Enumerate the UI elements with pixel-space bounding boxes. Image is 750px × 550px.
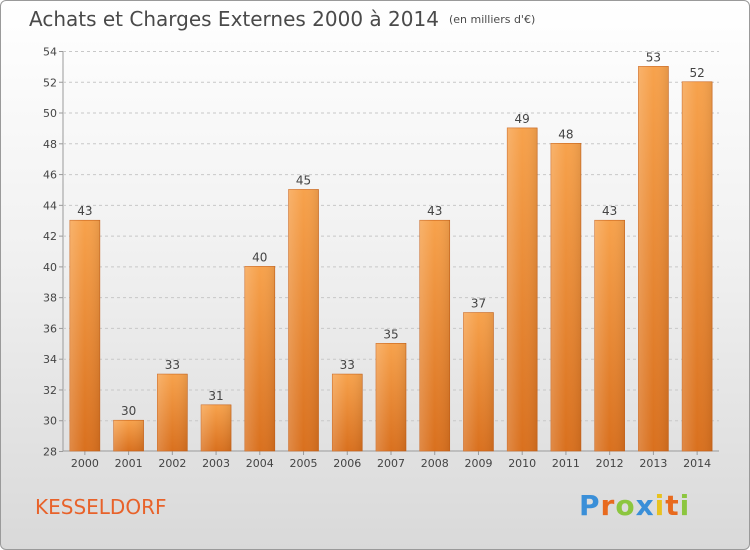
y-tick-label: 40 (43, 261, 57, 274)
x-tick-label: 2005 (290, 457, 318, 470)
y-tick-label: 52 (43, 76, 57, 89)
bar-shade-2004 (244, 266, 275, 451)
y-tick-label: 28 (43, 446, 57, 459)
y-tick-label: 30 (43, 415, 57, 428)
bar-shade-2006 (332, 374, 363, 451)
bar-shade-2012 (594, 220, 625, 451)
x-tick-label: 2000 (71, 457, 99, 470)
bar-value-label: 30 (121, 404, 136, 418)
bar-value-label: 43 (602, 204, 617, 218)
bar-value-label: 43 (77, 204, 92, 218)
x-tick-label: 2012 (596, 457, 624, 470)
bar-value-label: 40 (252, 250, 267, 264)
bar-value-label: 37 (471, 297, 486, 311)
chart-title: Achats et Charges Externes 2000 à 2014 (e… (29, 7, 535, 31)
bar-value-label: 33 (340, 358, 355, 372)
bar-value-label: 33 (165, 358, 180, 372)
bar-shade-2007 (376, 343, 406, 451)
chart-unit: (en milliers d'€) (448, 13, 536, 26)
logo-letter: o (615, 489, 636, 522)
proxiti-logo: Proxiti (579, 489, 690, 522)
x-tick-label: 2014 (683, 457, 711, 470)
bar-shade-2008 (419, 220, 450, 451)
bar-value-label: 35 (383, 327, 398, 341)
city-name: KESSELDORF (35, 495, 167, 519)
y-tick-label: 46 (43, 169, 57, 182)
bar-value-label: 45 (296, 173, 311, 187)
bar-value-label: 43 (427, 204, 442, 218)
x-tick-label: 2010 (508, 457, 536, 470)
y-tick-label: 38 (43, 292, 57, 305)
bar-value-label: 48 (558, 127, 573, 141)
logo-letter: t (665, 489, 680, 522)
logo-letter: x (635, 489, 655, 522)
y-tick-label: 42 (43, 230, 57, 243)
bar-shade-2011 (550, 143, 581, 452)
bar-shade-2005 (288, 189, 319, 451)
logo-letter: r (600, 489, 616, 522)
labels: 28 30 32 34 36 38 40 42 44 46 48 50 52 54 43 2000 30 2001… (43, 46, 711, 471)
x-tick-label: 2002 (158, 457, 186, 470)
x-tick-label: 2011 (552, 457, 580, 470)
x-tick-label: 2008 (421, 457, 449, 470)
bar-shade-2009 (463, 312, 494, 451)
bar-shade-2013 (638, 66, 669, 451)
x-tick-label: 2003 (202, 457, 230, 470)
y-tick-label: 50 (43, 107, 57, 120)
y-tick-label: 54 (43, 46, 57, 59)
bars (69, 66, 713, 452)
y-tick-label: 32 (43, 384, 57, 397)
logo-letter: P (579, 489, 601, 522)
x-tick-label: 2006 (333, 457, 361, 470)
bar-shade-2000 (69, 220, 100, 451)
x-tick-label: 2007 (377, 457, 405, 470)
bar-value-label: 49 (515, 112, 530, 126)
bar-shade-2002 (157, 374, 188, 451)
x-tick-label: 2001 (115, 457, 143, 470)
logo-letter: i (654, 489, 666, 522)
bar-shade-2001 (113, 420, 144, 451)
y-tick-label: 36 (43, 322, 57, 335)
bar-value-label: 31 (208, 389, 223, 403)
y-tick-label: 34 (43, 353, 57, 366)
chart-title-text: Achats et Charges Externes 2000 à 2014 (29, 7, 439, 31)
x-tick-label: 2009 (464, 457, 492, 470)
y-tick-label: 44 (43, 199, 57, 212)
bar-shade-2003 (201, 404, 232, 451)
logo-letter: i (679, 489, 691, 522)
bar-shade-2014 (682, 81, 713, 452)
y-tick-label: 48 (43, 138, 57, 151)
x-tick-label: 2004 (246, 457, 274, 470)
bar-value-label: 52 (689, 66, 704, 80)
bar-value-label: 53 (646, 50, 661, 64)
bar-shade-2010 (507, 127, 538, 451)
x-tick-label: 2013 (639, 457, 667, 470)
